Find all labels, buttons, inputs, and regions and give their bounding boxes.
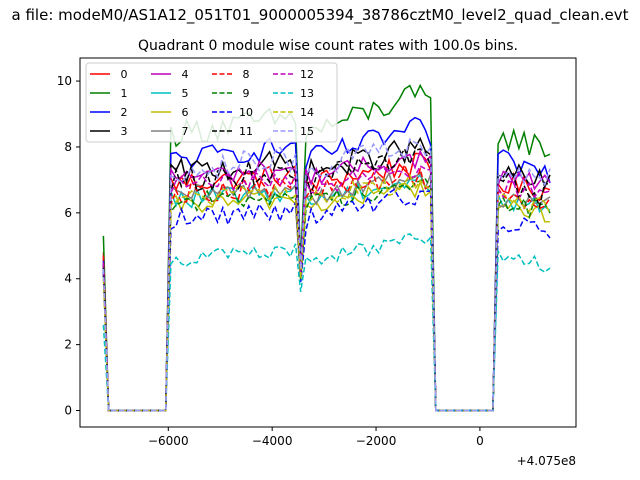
axis-ticks: −6000 −4000 −2000 0 0 2 4 6 8 10 (57, 74, 484, 448)
legend-label-15: 15 (300, 125, 314, 138)
legend-label-3: 3 (121, 125, 128, 138)
y-tick-label: 10 (57, 74, 72, 88)
legend-label-11: 11 (239, 125, 253, 138)
legend-label-12: 12 (300, 68, 314, 81)
y-tick-label: 8 (64, 140, 72, 154)
x-tick-label: 0 (476, 434, 484, 448)
legend-label-13: 13 (300, 87, 314, 100)
y-tick-label: 6 (64, 206, 72, 220)
legend-label-0: 0 (121, 68, 128, 81)
plot-frame (79, 57, 577, 428)
x-tick-label: −4000 (252, 434, 293, 448)
legend-frame (85, 62, 338, 143)
legend-label-10: 10 (239, 106, 253, 119)
chart-title: Quadrant 0 module wise count rates with … (138, 38, 518, 54)
legend-label-14: 14 (300, 106, 314, 119)
y-tick-label: 2 (64, 338, 72, 352)
legend-label-2: 2 (121, 106, 128, 119)
legend-label-8: 8 (243, 68, 250, 81)
figure-suptitle: a file: modeM0/AS1A12_051T01_9000005394_… (12, 6, 629, 25)
y-tick-label: 4 (64, 272, 72, 286)
y-tick-label: 0 (64, 404, 72, 418)
x-tick-label: −6000 (148, 434, 189, 448)
x-tick-label: −2000 (356, 434, 397, 448)
series-line-10 (102, 188, 551, 412)
legend-label-7: 7 (182, 125, 189, 138)
legend-label-6: 6 (182, 106, 189, 119)
legend-label-9: 9 (243, 87, 250, 100)
legend-label-5: 5 (182, 87, 189, 100)
series-lines (102, 83, 551, 412)
legend-label-1: 1 (121, 87, 128, 100)
series-line-15 (102, 138, 551, 412)
x-offset-label: +4.075e8 (517, 454, 576, 468)
legend-label-4: 4 (182, 68, 189, 81)
